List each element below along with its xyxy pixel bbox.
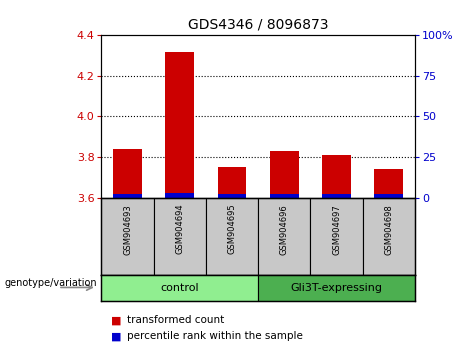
Text: transformed count: transformed count (127, 315, 224, 325)
Text: ■: ■ (111, 331, 121, 341)
Bar (374, 169, 403, 198)
Bar (374, 194, 403, 198)
Bar (101, 275, 258, 301)
Bar (154, 198, 206, 275)
Bar (322, 155, 351, 198)
Text: GSM904694: GSM904694 (175, 204, 184, 255)
Text: GSM904695: GSM904695 (228, 204, 236, 255)
Bar (165, 52, 194, 198)
Bar (310, 198, 363, 275)
Bar (218, 167, 246, 198)
Text: GSM904696: GSM904696 (280, 204, 289, 255)
Text: percentile rank within the sample: percentile rank within the sample (127, 331, 303, 341)
Bar (270, 151, 299, 198)
Bar (206, 198, 258, 275)
Text: GSM904698: GSM904698 (384, 204, 393, 255)
Bar (101, 198, 154, 275)
Bar (270, 194, 299, 198)
Text: ■: ■ (111, 315, 121, 325)
Bar (113, 194, 142, 198)
Bar (165, 193, 194, 198)
Text: GSM904693: GSM904693 (123, 204, 132, 255)
Text: genotype/variation: genotype/variation (5, 278, 97, 288)
Text: control: control (160, 283, 199, 293)
Bar (258, 275, 415, 301)
Text: Gli3T-expressing: Gli3T-expressing (290, 283, 383, 293)
Bar (218, 194, 246, 198)
Bar (258, 198, 310, 275)
Bar (322, 194, 351, 198)
Title: GDS4346 / 8096873: GDS4346 / 8096873 (188, 17, 328, 32)
Bar (113, 149, 142, 198)
Bar (363, 198, 415, 275)
Text: GSM904697: GSM904697 (332, 204, 341, 255)
